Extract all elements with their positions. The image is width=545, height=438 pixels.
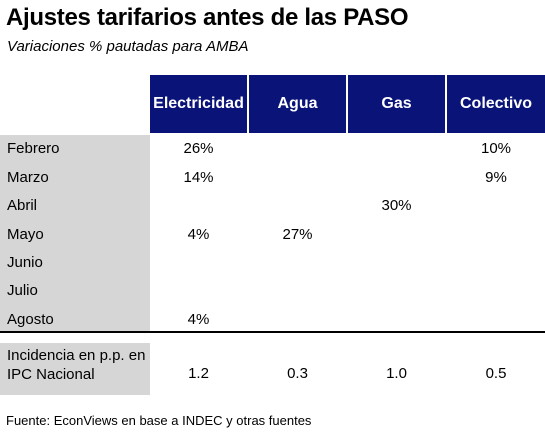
row-label-agosto: Agosto: [7, 311, 54, 328]
cell-marzo-electricidad: 14%: [183, 169, 214, 186]
incidence-electricidad: 1.2: [188, 365, 209, 382]
incidence-label-background: [0, 343, 150, 395]
page-subtitle: Variaciones % pautadas para AMBA: [7, 38, 249, 55]
row-label-abril: Abril: [7, 197, 38, 214]
table-separator: [0, 331, 545, 333]
cell-marzo-colectivo: 9%: [485, 169, 507, 186]
incidence-label: Incidencia en p.p. en IPC Nacional: [7, 347, 146, 383]
incidence-colectivo: 0.5: [485, 365, 507, 382]
column-header-agua: Agua: [249, 75, 346, 133]
row-label-junio: Junio: [7, 254, 43, 271]
column-header-electricidad: Electricidad: [150, 75, 247, 133]
incidence-gas: 1.0: [386, 365, 407, 382]
cell-abril-gas: 30%: [381, 197, 412, 214]
cell-agosto-electricidad: 4%: [187, 311, 210, 328]
cell-febrero-electricidad: 26%: [183, 140, 214, 157]
incidence-agua: 0.3: [287, 365, 308, 382]
cell-mayo-electricidad: 4%: [187, 226, 210, 243]
row-label-mayo: Mayo: [7, 226, 44, 243]
row-label-column: [0, 135, 150, 331]
row-label-marzo: Marzo: [7, 169, 49, 186]
row-label-febrero: Febrero: [7, 140, 60, 157]
cell-febrero-colectivo: 10%: [480, 140, 512, 157]
row-label-julio: Julio: [7, 282, 38, 299]
source-note: Fuente: EconViews en base a INDEC y otra…: [6, 413, 312, 428]
table-corner: [0, 75, 150, 133]
column-header-colectivo: Colectivo: [447, 75, 545, 133]
page-title: Ajustes tarifarios antes de las PASO: [6, 4, 409, 31]
cell-mayo-agua: 27%: [282, 226, 313, 243]
column-header-gas: Gas: [348, 75, 445, 133]
